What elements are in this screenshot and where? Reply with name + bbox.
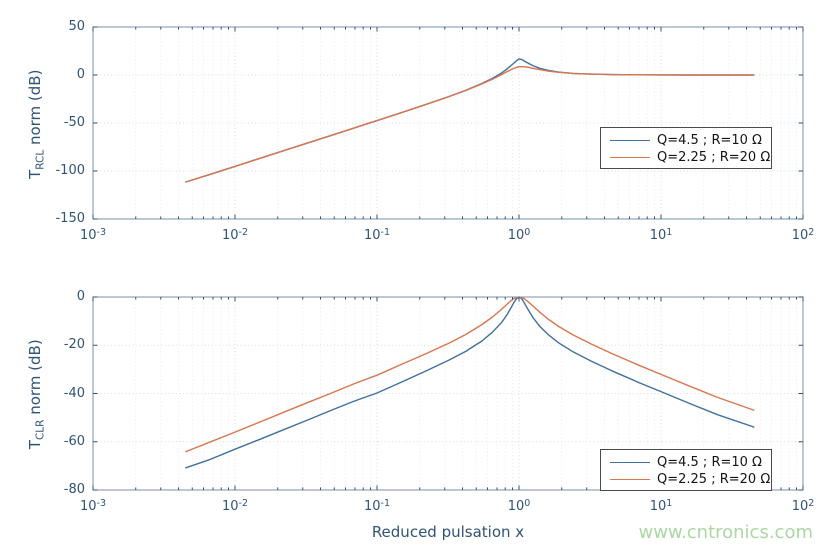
y-axis-label-rest: norm (dB)	[25, 69, 44, 150]
x-tick-exponent: 1	[666, 498, 673, 509]
legend-top: Q=4.5 ; R=10 Ω Q=2.25 ; R=20 Ω	[600, 127, 772, 169]
x-tick-label: 10-2	[213, 496, 257, 514]
legend-row: Q=4.5 ; R=10 Ω	[601, 132, 771, 149]
x-tick-exponent: 2	[808, 227, 815, 238]
x-tick-base: 10	[79, 499, 97, 514]
x-tick-exponent: -1	[380, 227, 391, 238]
x-tick-base: 10	[221, 499, 239, 514]
legend-row: Q=2.25 ; R=20 Ω	[601, 149, 771, 166]
legend-line-sample-orange	[610, 479, 650, 480]
y-axis-label-top: TRCL norm (dB)	[26, 14, 47, 234]
legend-line-sample-blue	[610, 462, 650, 463]
x-tick-label: 100	[497, 225, 541, 243]
subplot-top	[92, 26, 804, 220]
legend-row: Q=2.25 ; R=20 Ω	[601, 471, 771, 488]
x-tick-label: 101	[639, 496, 683, 514]
y-tick-label: 0	[76, 289, 85, 304]
x-tick-exponent: -3	[96, 498, 107, 509]
x-tick-label: 102	[781, 225, 825, 243]
series-line-0	[185, 296, 755, 469]
x-tick-exponent: 2	[808, 498, 815, 509]
subplot-bottom	[92, 296, 804, 491]
y-tick-label: -100	[55, 163, 85, 178]
x-tick-exponent: -2	[238, 498, 249, 509]
y-axis-label-rest: norm (dB)	[25, 339, 44, 420]
x-tick-label: 10-2	[213, 225, 257, 243]
x-tick-label: 10-1	[355, 496, 399, 514]
x-tick-base: 10	[79, 228, 97, 243]
x-tick-base: 10	[649, 499, 667, 514]
series-line-1	[185, 296, 755, 453]
x-tick-exponent: -2	[238, 227, 249, 238]
x-tick-label: 10-3	[71, 496, 115, 514]
y-tick-label: -80	[63, 482, 85, 497]
x-axis-label: Reduced pulsation x	[371, 523, 525, 541]
axis-ticks	[92, 26, 804, 220]
legend-label: Q=4.5 ; R=10 Ω	[657, 133, 762, 148]
legend-label: Q=4.5 ; R=10 Ω	[657, 455, 762, 470]
x-tick-base: 10	[791, 499, 809, 514]
x-tick-base: 10	[507, 228, 525, 243]
series-line-1	[185, 65, 755, 183]
x-tick-base: 10	[363, 499, 381, 514]
y-axis-label-subscript: RCL	[34, 149, 47, 170]
legend-label: Q=2.25 ; R=20 Ω	[657, 150, 771, 165]
y-tick-label: 0	[76, 67, 85, 82]
y-axis-label-prefix: T	[25, 440, 44, 450]
legend-label: Q=2.25 ; R=20 Ω	[657, 472, 771, 487]
y-tick-label: -50	[63, 115, 85, 130]
x-tick-label: 10-1	[355, 225, 399, 243]
y-tick-label: -40	[63, 385, 85, 401]
x-tick-base: 10	[649, 228, 667, 243]
axes-box	[92, 26, 804, 220]
y-axis-label-bottom: TCLR norm (dB)	[26, 284, 47, 504]
y-tick-label: -60	[63, 433, 85, 449]
y-tick-label: -20	[63, 337, 85, 353]
x-tick-exponent: 0	[524, 227, 531, 238]
y-tick-label: 50	[68, 19, 85, 34]
watermark: www.cntronics.com	[638, 522, 813, 543]
y-axis-label-subscript: CLR	[34, 419, 47, 441]
x-tick-exponent: 1	[666, 227, 673, 238]
x-tick-label: 102	[781, 496, 825, 514]
x-tick-label: 10-3	[71, 225, 115, 243]
x-tick-label: 100	[497, 496, 541, 514]
legend-row: Q=4.5 ; R=10 Ω	[601, 454, 771, 471]
x-tick-base: 10	[791, 228, 809, 243]
x-tick-base: 10	[363, 228, 381, 243]
x-tick-exponent: -1	[380, 498, 391, 509]
x-tick-base: 10	[221, 228, 239, 243]
y-axis-label-prefix: T	[25, 169, 44, 179]
x-tick-label: 101	[639, 225, 683, 243]
y-tick-label: -150	[55, 211, 85, 226]
legend-bottom: Q=4.5 ; R=10 Ω Q=2.25 ; R=20 Ω	[600, 449, 772, 491]
x-tick-base: 10	[507, 499, 525, 514]
legend-line-sample-orange	[610, 157, 650, 158]
x-tick-exponent: 0	[524, 498, 531, 509]
legend-line-sample-blue	[610, 140, 650, 141]
x-tick-exponent: -3	[96, 227, 107, 238]
grid-major	[93, 27, 803, 219]
